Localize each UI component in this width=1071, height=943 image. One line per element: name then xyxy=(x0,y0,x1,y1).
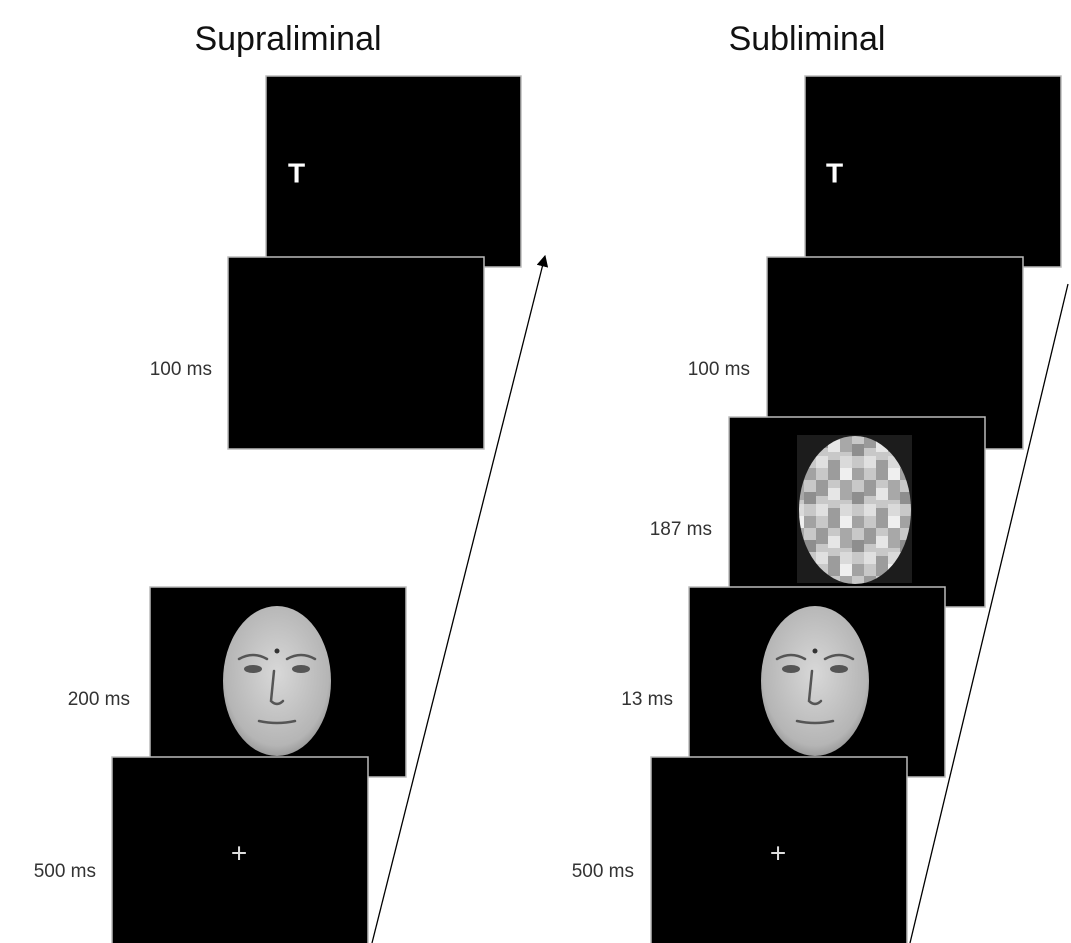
diagram: Supraliminal T 100 ms 200 ms + 500 ms Su… xyxy=(0,0,1071,943)
fixation-cross: + xyxy=(770,837,786,868)
target-letter: T xyxy=(826,157,843,188)
duration-label: 500 ms xyxy=(572,861,634,882)
screen xyxy=(805,76,1061,267)
screen xyxy=(228,257,484,449)
panel-subliminal: Subliminal T 100 ms 187 ms 13 ms + 500 m… xyxy=(572,20,1068,943)
duration-label: 187 ms xyxy=(650,519,712,540)
duration-label: 200 ms xyxy=(68,689,130,710)
panel-title: Subliminal xyxy=(729,20,886,58)
face-image xyxy=(223,606,331,756)
panel-supraliminal: Supraliminal T 100 ms 200 ms + 500 ms xyxy=(34,20,545,943)
duration-label: 13 ms xyxy=(621,689,673,710)
target-letter: T xyxy=(288,157,305,188)
duration-label: 500 ms xyxy=(34,861,96,882)
face-image xyxy=(761,606,869,756)
duration-label: 100 ms xyxy=(688,359,750,380)
mask-image xyxy=(799,436,911,584)
panel-title: Supraliminal xyxy=(194,20,381,58)
duration-label: 100 ms xyxy=(150,359,212,380)
fixation-cross: + xyxy=(231,837,247,868)
